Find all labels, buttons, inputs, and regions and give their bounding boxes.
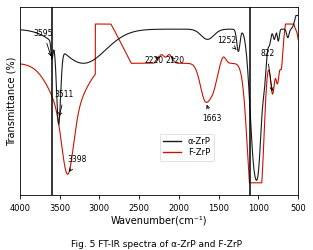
Text: Fig. 5 FT-IR spectra of α-ZrP and F-ZrP: Fig. 5 FT-IR spectra of α-ZrP and F-ZrP (71, 240, 242, 249)
Text: 3595: 3595 (34, 29, 53, 56)
X-axis label: Wavenumber(cm⁻¹): Wavenumber(cm⁻¹) (111, 216, 207, 226)
Text: 2220: 2220 (145, 56, 164, 65)
Text: 1663: 1663 (203, 106, 222, 123)
Text: 3398: 3398 (67, 155, 87, 171)
Text: 1252: 1252 (217, 36, 236, 50)
Y-axis label: Transmittance (%): Transmittance (%) (7, 56, 17, 146)
Legend: α-ZrP, F-ZrP: α-ZrP, F-ZrP (160, 134, 214, 160)
Text: 3511: 3511 (55, 90, 74, 116)
Text: 2120: 2120 (165, 56, 184, 65)
Text: 822: 822 (260, 50, 274, 90)
